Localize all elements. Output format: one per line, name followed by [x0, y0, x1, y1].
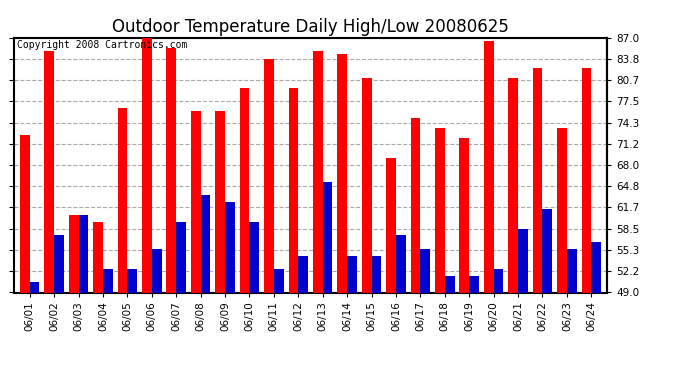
Bar	[201, 195, 210, 292]
Bar	[469, 276, 479, 292]
Bar	[298, 256, 308, 292]
Bar	[93, 222, 103, 292]
Text: Copyright 2008 Cartronics.com: Copyright 2008 Cartronics.com	[17, 40, 187, 50]
Bar	[337, 54, 347, 292]
Bar	[288, 88, 298, 292]
Bar	[274, 269, 284, 292]
Bar	[79, 215, 88, 292]
Bar	[396, 236, 406, 292]
Bar	[54, 236, 64, 292]
Bar	[386, 158, 396, 292]
Bar	[30, 282, 39, 292]
Bar	[117, 108, 128, 292]
Bar	[20, 135, 30, 292]
Bar	[191, 111, 201, 292]
Bar	[420, 249, 430, 292]
Bar	[44, 51, 54, 292]
Bar	[128, 269, 137, 292]
Bar	[371, 256, 382, 292]
Bar	[460, 138, 469, 292]
Bar	[582, 68, 591, 292]
Bar	[347, 256, 357, 292]
Bar	[264, 59, 274, 292]
Bar	[69, 215, 79, 292]
Bar	[411, 118, 420, 292]
Bar	[313, 51, 323, 292]
Bar	[567, 249, 577, 292]
Bar	[509, 78, 518, 292]
Bar	[239, 88, 250, 292]
Bar	[533, 68, 542, 292]
Bar	[542, 209, 552, 292]
Bar	[225, 202, 235, 292]
Bar	[323, 182, 333, 292]
Bar	[166, 48, 176, 292]
Bar	[445, 276, 455, 292]
Bar	[142, 38, 152, 292]
Bar	[435, 128, 445, 292]
Bar	[591, 242, 601, 292]
Bar	[215, 111, 225, 292]
Bar	[152, 249, 161, 292]
Bar	[250, 222, 259, 292]
Bar	[518, 229, 528, 292]
Bar	[557, 128, 567, 292]
Bar	[493, 269, 504, 292]
Bar	[362, 78, 371, 292]
Bar	[484, 41, 493, 292]
Title: Outdoor Temperature Daily High/Low 20080625: Outdoor Temperature Daily High/Low 20080…	[112, 18, 509, 36]
Bar	[103, 269, 112, 292]
Bar	[176, 222, 186, 292]
